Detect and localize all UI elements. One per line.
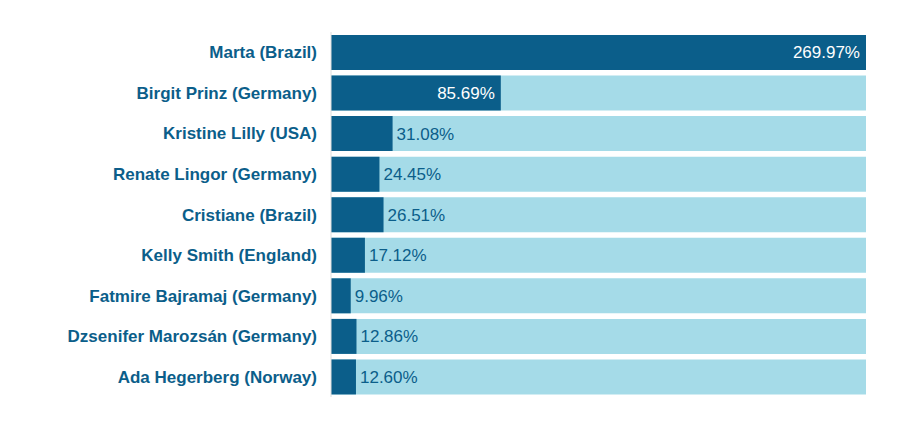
svg-text:Renate Lingor (Germany): Renate Lingor (Germany): [113, 165, 317, 184]
svg-text:12.60%: 12.60%: [360, 368, 418, 387]
svg-text:269.97%: 269.97%: [793, 43, 860, 62]
svg-text:12.86%: 12.86%: [360, 327, 418, 346]
svg-text:Kelly Smith (England): Kelly Smith (England): [141, 246, 317, 265]
svg-text:9.96%: 9.96%: [355, 287, 403, 306]
svg-text:Birgit Prinz (Germany): Birgit Prinz (Germany): [137, 84, 317, 103]
svg-text:Marta (Brazil): Marta (Brazil): [209, 43, 317, 62]
svg-text:85.69%: 85.69%: [437, 84, 495, 103]
svg-text:24.45%: 24.45%: [383, 165, 441, 184]
svg-text:Fatmire Bajramaj (Germany): Fatmire Bajramaj (Germany): [89, 287, 317, 306]
svg-text:31.08%: 31.08%: [397, 125, 455, 144]
svg-text:Cristiane (Brazil): Cristiane (Brazil): [182, 206, 317, 225]
svg-text:Kristine Lilly (USA): Kristine Lilly (USA): [163, 124, 317, 143]
svg-text:Ada Hegerberg (Norway): Ada Hegerberg (Norway): [118, 368, 317, 387]
svg-text:Dzsenifer Marozsán (Germany): Dzsenifer Marozsán (Germany): [68, 327, 317, 346]
svg-text:26.51%: 26.51%: [388, 206, 446, 225]
svg-text:17.12%: 17.12%: [369, 246, 427, 265]
